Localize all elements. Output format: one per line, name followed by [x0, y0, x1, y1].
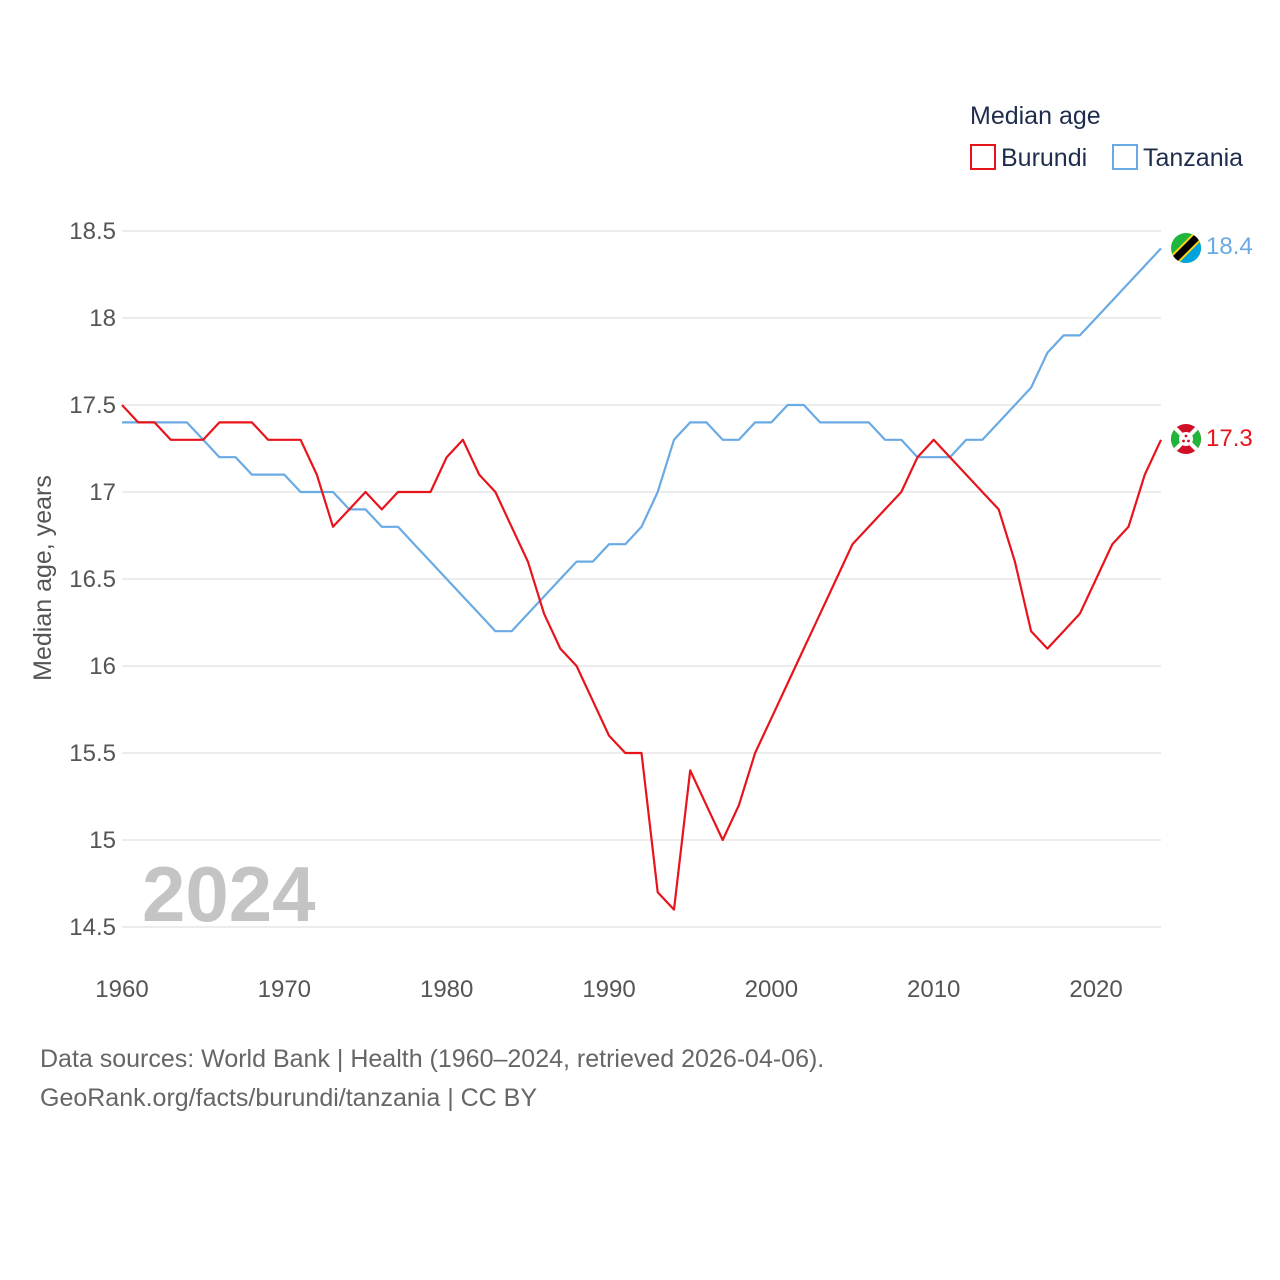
x-tick-label: 1980: [420, 976, 473, 1003]
x-tick-label: 2000: [745, 976, 798, 1003]
y-tick-label: 16: [89, 653, 116, 680]
legend-swatch-burundi: [970, 144, 996, 170]
y-axis-ticks: 18.5 18 17.5 17 16.5 16 15.5 15 14.5: [69, 218, 116, 941]
series-line-tanzania: [122, 247, 1162, 633]
y-axis-label: Median age, years: [29, 475, 57, 681]
series-line-burundi: [121, 404, 1162, 911]
footer-sources: Data sources: World Bank | Health (1960–…: [40, 1045, 825, 1073]
y-tick-label: 14.5: [69, 914, 116, 941]
y-tick-label: 17.5: [69, 392, 116, 419]
legend-label-burundi: Burundi: [1001, 144, 1087, 172]
y-tick-label: 18: [89, 305, 116, 332]
x-tick-label: 1960: [95, 976, 148, 1003]
legend-title: Median age: [970, 102, 1101, 130]
y-tick-label: 15.5: [69, 740, 116, 767]
x-tick-label: 2020: [1069, 976, 1122, 1003]
end-label-tanzania: 18.4: [1206, 233, 1253, 260]
y-tick-label: 15: [89, 827, 116, 854]
gridlines: [122, 230, 1161, 928]
legend-item-tanzania[interactable]: Tanzania: [1112, 144, 1243, 172]
series-lines: [121, 247, 1162, 911]
tanzania-flag-icon: [1171, 233, 1201, 263]
legend-item-burundi[interactable]: Burundi: [970, 144, 1087, 172]
y-tick-label: 18.5: [69, 218, 116, 245]
x-axis-ticks: 1960 1970 1980 1990 2000 2010 2020: [95, 976, 1122, 1003]
legend-label-tanzania: Tanzania: [1143, 144, 1243, 172]
burundi-flag-icon: [1171, 424, 1201, 454]
y-tick-label: 16.5: [69, 566, 116, 593]
legend-swatch-tanzania: [1112, 144, 1138, 170]
x-tick-label: 2010: [907, 976, 960, 1003]
x-tick-label: 1990: [582, 976, 635, 1003]
median-age-chart: Median age Burundi Tanzania 18.5 18 17.5 17…: [29, 102, 1253, 1003]
footer-link[interactable]: GeoRank.org/facts/burundi/tanzania | CC …: [40, 1084, 538, 1112]
end-label-burundi: 17.3: [1206, 425, 1253, 452]
y-tick-label: 17: [89, 479, 116, 506]
year-watermark: 2024: [142, 850, 316, 938]
x-tick-label: 1970: [258, 976, 311, 1003]
